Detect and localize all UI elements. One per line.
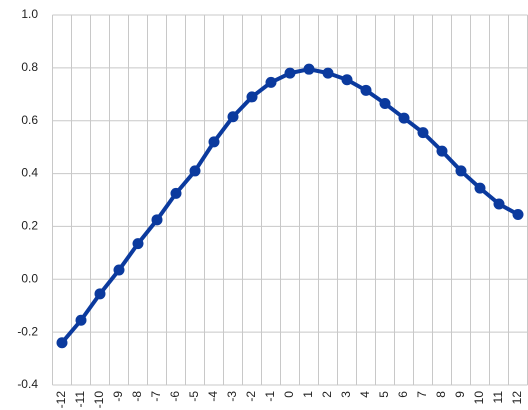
x-tick-label: 11 — [491, 391, 505, 404]
point — [417, 127, 429, 139]
x-tick-label: -6 — [168, 391, 182, 402]
point — [512, 209, 524, 221]
point — [132, 238, 144, 250]
point — [474, 182, 486, 194]
point — [113, 264, 125, 276]
point — [227, 111, 239, 123]
point — [455, 165, 467, 177]
y-tick-label: 0.0 — [21, 271, 38, 285]
x-tick-label: 1 — [301, 391, 315, 398]
x-tick-label: -11 — [73, 391, 87, 408]
point — [360, 84, 372, 96]
point — [341, 74, 353, 86]
point — [322, 67, 334, 79]
x-tick-label: 10 — [472, 391, 486, 405]
y-tick-label: 0.2 — [21, 219, 38, 233]
x-tick-label: -4 — [206, 391, 220, 402]
point — [208, 136, 220, 148]
point — [398, 112, 410, 124]
y-tick-label: 0.8 — [21, 60, 38, 74]
x-tick-label: -9 — [111, 391, 125, 402]
point — [94, 288, 106, 300]
x-tick-label: 12 — [510, 391, 524, 405]
point — [265, 76, 277, 88]
point — [189, 165, 201, 177]
x-tick-label: -8 — [130, 391, 144, 402]
x-tick-label: -3 — [225, 391, 239, 402]
y-tick-label: -0.4 — [17, 377, 38, 391]
point — [170, 187, 182, 199]
line — [60, 67, 519, 345]
x-tick-label: 3 — [339, 391, 353, 398]
y-tick-label: 0.6 — [21, 113, 38, 127]
x-tick-label: -5 — [187, 391, 201, 402]
x-tick-label: -2 — [244, 391, 258, 402]
point — [436, 145, 448, 157]
point — [493, 198, 505, 210]
x-tick-label: 2 — [320, 391, 334, 398]
point — [151, 214, 163, 226]
x-tick-label: 9 — [453, 391, 467, 398]
point — [56, 337, 68, 349]
x-tick-label: 4 — [358, 391, 372, 398]
x-tick-label: 8 — [434, 391, 448, 398]
x-tick-label: 6 — [396, 391, 410, 398]
x-tick-label: -1 — [263, 391, 277, 402]
point — [75, 314, 87, 326]
x-tick-label: 7 — [415, 391, 429, 398]
point — [246, 91, 258, 103]
y-tick-label: -0.2 — [17, 324, 38, 338]
y-tick-label: 1.0 — [21, 7, 38, 21]
point — [379, 98, 391, 110]
point — [284, 67, 296, 79]
x-tick-label: 0 — [282, 391, 296, 398]
x-tick-label: -10 — [92, 391, 106, 409]
x-tick-label: -7 — [149, 391, 163, 402]
x-tick-label: 5 — [377, 391, 391, 398]
x-tick-label: -12 — [54, 391, 68, 409]
y-tick-label: 0.4 — [21, 166, 38, 180]
point — [303, 63, 315, 75]
